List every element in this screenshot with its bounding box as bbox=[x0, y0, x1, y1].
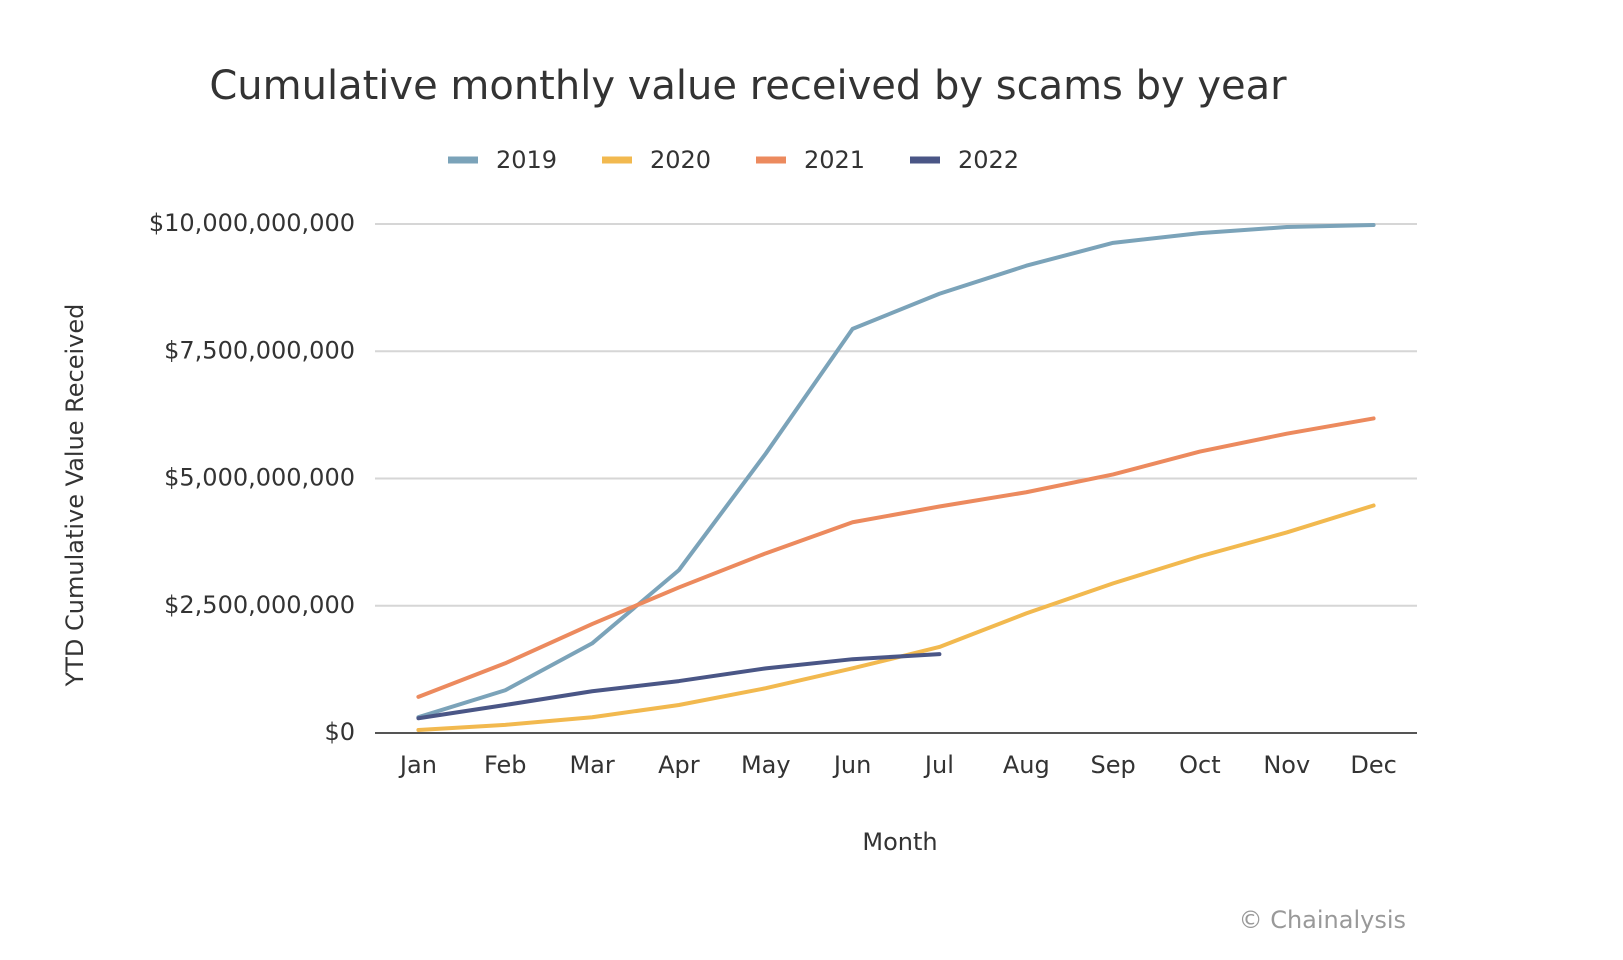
legend-label: 2021 bbox=[804, 146, 865, 174]
x-tick-label: Jul bbox=[923, 751, 954, 779]
legend-label: 2019 bbox=[496, 146, 557, 174]
legend-label: 2022 bbox=[958, 146, 1019, 174]
y-tick-label: $2,500,000,000 bbox=[164, 591, 355, 619]
x-tick-label: Apr bbox=[658, 751, 700, 779]
y-tick-label: $0 bbox=[324, 718, 355, 746]
chart-title: Cumulative monthly value received by sca… bbox=[209, 63, 1287, 109]
x-tick-label: Feb bbox=[484, 751, 527, 779]
y-tick-label: $7,500,000,000 bbox=[164, 336, 355, 364]
x-tick-label: Aug bbox=[1003, 751, 1050, 779]
legend-label: 2020 bbox=[650, 146, 711, 174]
source-note: © Chainalysis bbox=[1239, 906, 1406, 934]
series-line bbox=[416, 223, 1376, 720]
x-tick-label: Mar bbox=[569, 751, 614, 779]
x-tick-label: Sep bbox=[1090, 751, 1135, 779]
series-line bbox=[416, 652, 942, 721]
x-tick-label: Jan bbox=[398, 751, 437, 779]
series-line bbox=[416, 416, 1376, 699]
x-axis-label: Month bbox=[862, 828, 937, 856]
x-tick-label: Oct bbox=[1179, 751, 1221, 779]
y-tick-label: $10,000,000,000 bbox=[149, 209, 355, 237]
y-tick-label: $5,000,000,000 bbox=[164, 464, 355, 492]
x-tick-label: Dec bbox=[1350, 751, 1396, 779]
x-tick-label: Nov bbox=[1263, 751, 1310, 779]
x-tick-label: May bbox=[741, 751, 791, 779]
x-tick-label: Jun bbox=[832, 751, 872, 779]
y-axis-label: YTD Cumulative Value Received bbox=[61, 304, 89, 688]
